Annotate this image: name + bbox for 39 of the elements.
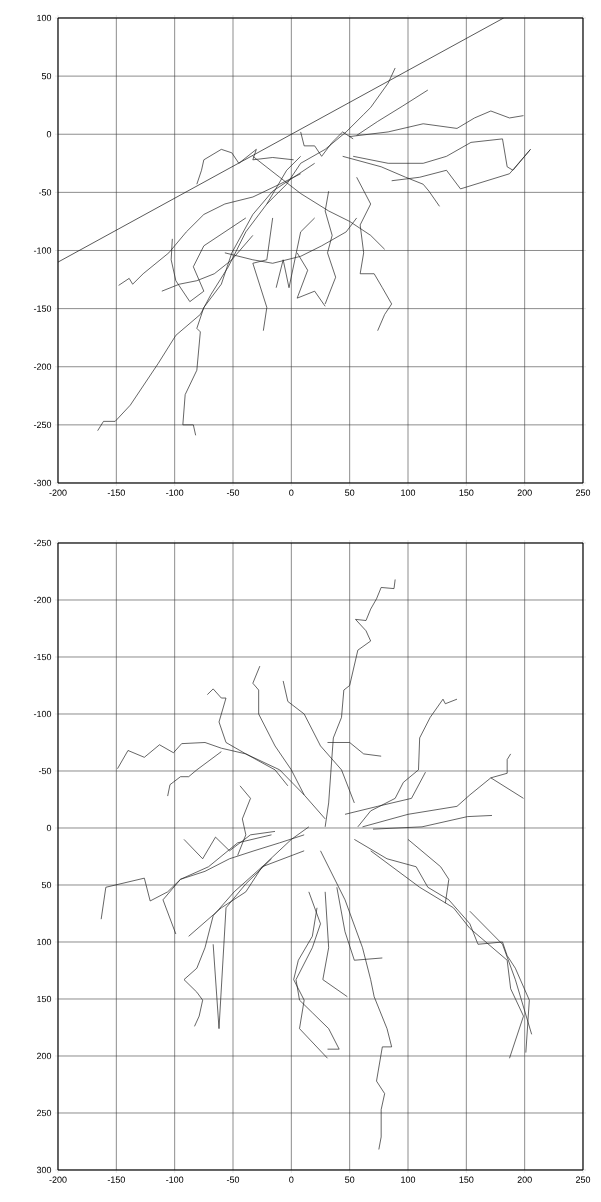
x-tick-label: 200 [517,489,532,496]
x-tick-label: -50 [226,489,240,496]
y-tick-label: 50 [41,72,52,80]
x-tick-label: 50 [345,489,355,496]
x-tick-label: 100 [401,1176,416,1183]
x-tick-label: -100 [166,489,184,496]
y-tick-label: -150 [33,653,52,661]
y-tick-label: -300 [33,479,52,487]
x-tick-label: 200 [517,1176,532,1183]
y-tick-label: -50 [38,189,52,196]
x-tick-label: 0 [289,489,294,496]
y-tick-label: 300 [36,1166,52,1174]
y-tick-label: -150 [33,305,52,312]
x-tick-label: 150 [459,1176,474,1183]
x-tick-label: -150 [107,1176,125,1183]
y-tick-label: -200 [33,363,52,370]
x-tick-label: 100 [401,489,416,496]
x-tick-label: 250 [575,1176,591,1183]
x-tick-label: -100 [166,1176,184,1183]
x-tick-label: 0 [289,1176,294,1183]
y-tick-label: -200 [33,596,52,604]
y-tick-label: 0 [46,824,52,832]
y-tick-label: 50 [41,881,52,889]
x-tick-label: -50 [226,1176,240,1183]
y-tick-label: -250 [33,421,52,429]
y-tick-label: -100 [33,247,52,254]
y-tick-label: -50 [38,767,52,775]
x-tick-label: 150 [459,489,474,496]
y-tick-label: 250 [36,1109,52,1117]
y-tick-label: 100 [37,14,52,22]
y-tick-label: 150 [37,995,52,1003]
x-tick-label: 250 [575,489,591,496]
x-tick-label: 50 [345,1176,355,1183]
y-tick-label: 0 [46,131,52,138]
y-tick-label: 100 [37,938,52,946]
y-tick-label: -250 [33,539,52,547]
x-tick-label: -150 [107,489,125,496]
y-tick-label: 200 [36,1052,52,1060]
y-tick-label: -100 [33,710,52,718]
